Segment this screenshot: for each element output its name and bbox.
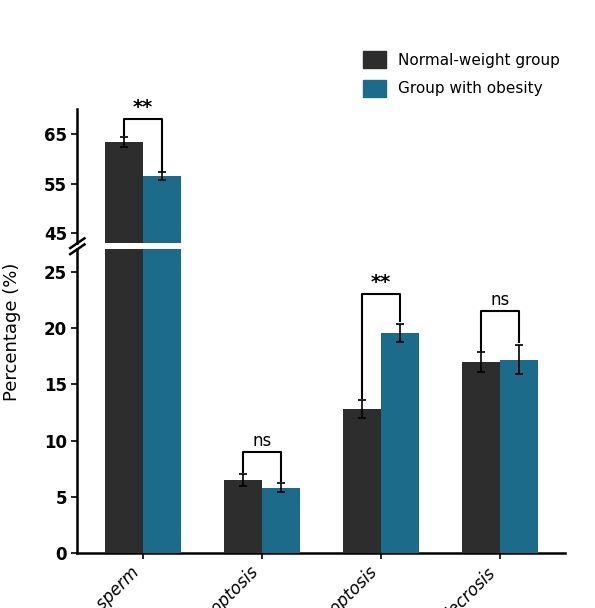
Bar: [143, 176, 181, 456]
Bar: [500, 359, 538, 553]
Legend: Normal-weight group, Group with obesity: Normal-weight group, Group with obesity: [355, 44, 568, 105]
Bar: [224, 480, 262, 553]
Bar: [381, 359, 419, 456]
Bar: [262, 427, 300, 456]
Bar: [105, 0, 143, 553]
Bar: [143, 0, 181, 553]
Bar: [105, 142, 143, 456]
Bar: [224, 424, 262, 456]
Text: Percentage (%): Percentage (%): [3, 262, 21, 401]
Text: **: **: [371, 273, 391, 292]
Bar: [462, 362, 500, 553]
Text: ns: ns: [490, 291, 509, 309]
Bar: [343, 409, 381, 553]
Bar: [262, 488, 300, 553]
Bar: [381, 333, 419, 553]
Bar: [500, 371, 538, 456]
Text: **: **: [133, 98, 153, 117]
Bar: [343, 393, 381, 456]
Text: ns: ns: [252, 432, 271, 450]
Bar: [462, 372, 500, 456]
